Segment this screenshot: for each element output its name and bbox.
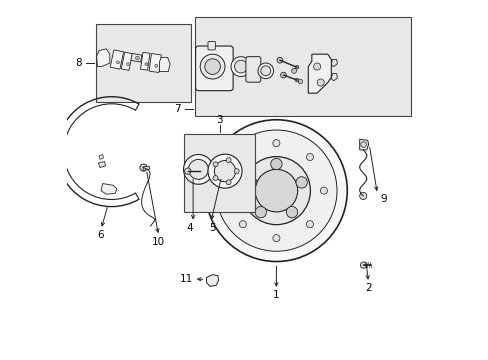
Circle shape [272,235,279,242]
Circle shape [260,66,270,76]
FancyBboxPatch shape [245,57,260,82]
Circle shape [306,153,313,161]
Circle shape [215,130,336,251]
Circle shape [225,180,231,185]
Circle shape [320,187,327,194]
Polygon shape [140,52,150,70]
Circle shape [317,79,324,86]
Polygon shape [331,59,337,67]
Polygon shape [121,52,132,71]
Circle shape [272,140,279,147]
Circle shape [360,142,366,147]
Circle shape [270,158,282,170]
Polygon shape [142,166,149,170]
Circle shape [140,164,147,171]
Circle shape [295,177,307,188]
Polygon shape [98,162,105,168]
Circle shape [295,78,298,82]
Circle shape [135,56,139,60]
Text: 2: 2 [365,283,371,293]
Circle shape [155,64,157,67]
Text: 11: 11 [180,274,193,284]
Polygon shape [331,74,337,81]
Circle shape [126,63,129,66]
Circle shape [200,54,224,79]
Bar [96,24,191,102]
Bar [195,17,410,116]
Text: 10: 10 [152,237,165,247]
Text: 7: 7 [174,104,181,114]
Circle shape [213,176,218,180]
Circle shape [359,192,366,199]
Circle shape [280,72,286,78]
Circle shape [360,262,366,268]
Circle shape [255,169,297,212]
Text: 9: 9 [379,194,386,204]
Circle shape [234,60,247,73]
Circle shape [225,158,231,162]
Text: 4: 4 [186,223,192,233]
Circle shape [184,168,191,174]
Polygon shape [359,139,368,150]
Polygon shape [206,275,218,286]
Polygon shape [149,54,161,72]
Circle shape [255,207,266,218]
Circle shape [230,57,250,77]
Circle shape [313,63,320,70]
Polygon shape [97,49,110,67]
Circle shape [306,221,313,228]
Circle shape [298,79,302,84]
Circle shape [183,154,213,184]
Circle shape [258,63,273,78]
Circle shape [207,154,242,188]
Circle shape [205,120,346,261]
Circle shape [239,221,246,228]
Circle shape [295,66,298,69]
Circle shape [144,63,147,66]
Polygon shape [110,50,123,69]
Circle shape [213,162,218,167]
Bar [184,134,255,212]
Text: 1: 1 [272,290,279,300]
Circle shape [286,207,297,218]
Circle shape [234,168,239,174]
Circle shape [245,177,256,188]
Text: 3: 3 [216,116,223,125]
Circle shape [291,68,296,73]
Text: 8: 8 [75,58,81,68]
Polygon shape [99,154,103,159]
Text: 5: 5 [209,223,216,233]
Circle shape [225,187,232,194]
Circle shape [277,57,282,63]
Polygon shape [159,57,170,72]
Circle shape [239,153,246,161]
Text: 6: 6 [98,230,104,240]
Circle shape [116,61,119,64]
Polygon shape [101,184,117,194]
Circle shape [204,59,220,75]
FancyBboxPatch shape [195,46,233,91]
FancyBboxPatch shape [207,41,215,50]
Polygon shape [131,53,142,62]
Circle shape [242,157,310,225]
Polygon shape [307,54,331,93]
Circle shape [214,161,235,182]
Circle shape [188,159,208,179]
